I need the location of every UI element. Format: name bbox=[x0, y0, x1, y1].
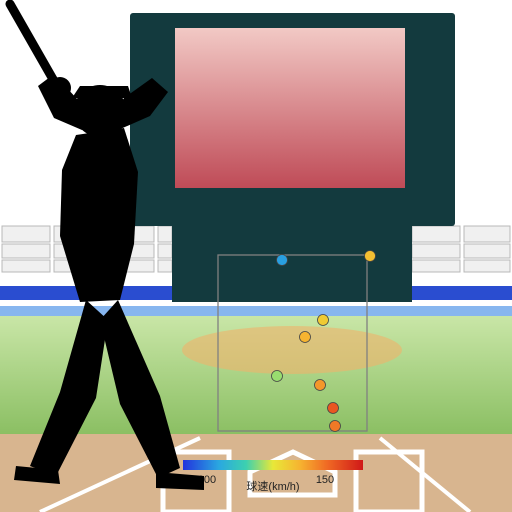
scoreboard-screen bbox=[175, 28, 405, 188]
bleacher-row bbox=[464, 260, 510, 272]
pitch-marker bbox=[300, 332, 311, 343]
bleacher-row bbox=[412, 260, 460, 272]
pitch-marker bbox=[330, 421, 341, 432]
outfield-wall bbox=[0, 306, 512, 316]
bleacher-row bbox=[158, 244, 172, 258]
pitch-marker bbox=[318, 315, 329, 326]
colorbar-tick: 150 bbox=[316, 474, 334, 486]
pitch-marker bbox=[365, 251, 376, 262]
infield-dirt bbox=[0, 434, 512, 512]
bleacher-row bbox=[412, 244, 460, 258]
pitch-marker bbox=[277, 255, 288, 266]
bleacher-row bbox=[158, 260, 172, 272]
pitch-marker bbox=[272, 371, 283, 382]
bat bbox=[10, 4, 58, 88]
bleacher-row bbox=[158, 226, 172, 242]
bleacher-row bbox=[464, 244, 510, 258]
bleacher-row bbox=[412, 226, 460, 242]
bleacher-row bbox=[2, 260, 50, 272]
bleacher-row bbox=[2, 244, 50, 258]
colorbar-label: 球速(km/h) bbox=[246, 479, 299, 493]
pitchers-mound bbox=[182, 326, 402, 374]
pitch-location-figure: 100150球速(km/h) bbox=[0, 0, 512, 512]
scoreboard-lower bbox=[172, 226, 412, 302]
bleacher-row bbox=[2, 226, 50, 242]
colorbar bbox=[183, 460, 363, 470]
pitch-marker bbox=[315, 380, 326, 391]
pitch-marker bbox=[328, 403, 339, 414]
bleacher-row bbox=[464, 226, 510, 242]
